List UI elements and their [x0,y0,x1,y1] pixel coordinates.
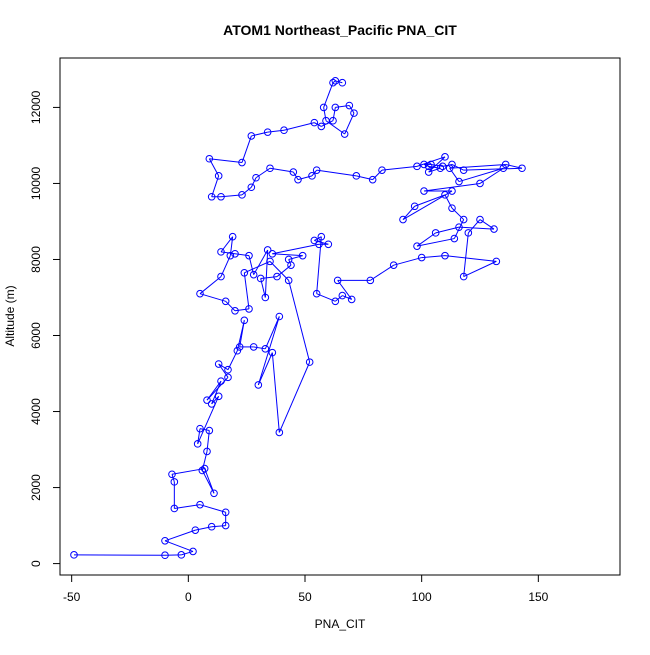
x-axis-label: PNA_CIT [315,617,366,631]
y-tick-label: 12000 [29,90,43,124]
x-tick-label: 0 [185,590,192,604]
x-tick-label: 100 [412,590,432,604]
y-tick-label: 0 [29,560,43,567]
y-tick-label: 6000 [29,322,43,349]
y-axis-label: Altitude (m) [3,285,17,346]
y-tick-label: 2000 [29,474,43,501]
x-tick-label: 150 [528,590,548,604]
y-tick-label: 10000 [29,166,43,200]
y-tick-label: 4000 [29,398,43,425]
x-tick-label: 50 [298,590,312,604]
y-tick-label: 8000 [29,246,43,273]
x-tick-label: -50 [63,590,81,604]
chart-title: ATOM1 Northeast_Pacific PNA_CIT [223,22,457,38]
